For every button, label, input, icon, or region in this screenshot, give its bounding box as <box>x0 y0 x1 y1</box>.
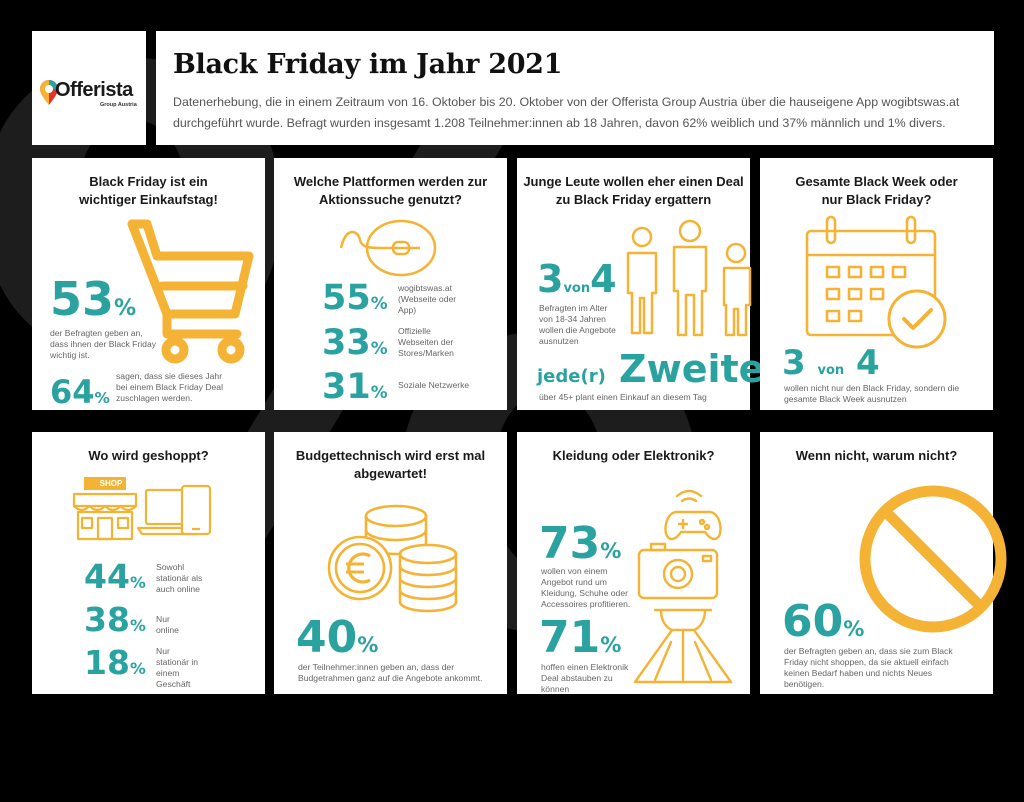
stat-44-text: Sowohl stationär als auch online <box>156 562 203 594</box>
stat-64-percent: 64% <box>50 373 110 411</box>
stat-31-text: Soziale Netzwerke <box>398 380 470 390</box>
card-budget: Budgettechnisch wird erst mal abgewartet… <box>274 432 507 694</box>
stat-71-percent: 71% <box>539 612 622 663</box>
stat-33-text: Offizielle Webseiten der Stores/Marken <box>398 326 454 358</box>
stat-18-percent: 18% <box>84 643 146 682</box>
stat-55-text: wogibtswas.at (Webseite oder App) <box>398 283 457 315</box>
mouse-icon <box>339 219 437 277</box>
card-kleidung-elektronik: Kleidung oder Elektronik? 73% wollen von… <box>517 432 750 694</box>
stat-18-text: Nur stationär in einem Geschäft <box>156 646 199 689</box>
card-junge-leute: Junge Leute wollen eher einen Deal zu Bl… <box>517 158 764 410</box>
calendar-check-icon <box>805 215 947 349</box>
ratio-3-von-4: 3von4 <box>537 257 617 301</box>
stat-53-percent: 53% <box>50 272 137 326</box>
people-icon <box>626 219 752 337</box>
stat-33-percent: 33% <box>322 323 388 363</box>
survey-description: Datenerhebung, die in einem Zeitraum von… <box>173 95 960 130</box>
card-title: Wo wird geshoppt? <box>88 448 209 463</box>
stat-38-percent: 38% <box>84 600 146 639</box>
junge-text-2: über 45+ plant einen Einkauf an diesem T… <box>539 392 707 402</box>
stat-73-percent: 73% <box>539 518 622 569</box>
card-title: Wenn nicht, warum nicht? <box>795 448 958 463</box>
shopping-cart-icon <box>127 219 254 364</box>
stat-64-text: sagen, dass sie dieses Jahr bei einem Bl… <box>116 371 223 403</box>
prohibited-icon <box>859 485 1007 633</box>
header-card: Black Friday im Jahr 2021 Datenerhebung,… <box>156 31 994 145</box>
stat-44-percent: 44% <box>84 557 146 596</box>
page-title: Black Friday im Jahr 2021 <box>173 49 563 80</box>
camera-gamepad-dress-icon <box>633 489 733 684</box>
logo-wordmark: Offerista <box>55 79 133 101</box>
card-title: Welche Plattformen werden zur Aktionssuc… <box>293 174 488 207</box>
shop-devices-icon <box>72 477 212 541</box>
card-title: Budgettechnisch wird erst mal abgewartet… <box>295 448 486 481</box>
budget-text: der Teilnehmer:innen geben an, dass der … <box>298 662 483 683</box>
junge-text-1: Befragten im Alter von 18-34 Jahren woll… <box>539 303 616 346</box>
card-title: Black Friday ist ein wichtiger Einkaufst… <box>79 174 218 207</box>
ratio-3-von-4: 3 von 4 <box>782 343 880 383</box>
shop-sign-label: SHOP <box>99 479 123 488</box>
card-title: Gesamte Black Week oder nur Black Friday… <box>795 174 958 207</box>
stat-31-percent: 31% <box>322 367 388 407</box>
euro-coins-icon <box>327 504 458 613</box>
logo-card: Offerista Group Austria <box>32 31 146 145</box>
stat-38-text: Nur online <box>156 614 179 635</box>
stat-71-text: hoffen einen Elektronik Deal abstauben z… <box>541 662 629 694</box>
card-wo-geshoppt: Wo wird geshoppt? SHOP 44% Sowohl statio… <box>32 432 265 694</box>
card-black-week: Gesamte Black Week oder nur Black Friday… <box>760 158 993 410</box>
offerista-logo-icon <box>40 80 58 105</box>
warum-nicht-text: der Befragten geben an, dass sie zum Bla… <box>784 646 953 689</box>
stat-55-percent: 55% <box>322 278 388 318</box>
jede-zweite: jede(r) Zweite <box>537 347 765 391</box>
card-title: Junge Leute wollen eher einen Deal zu Bl… <box>523 174 744 207</box>
card-title: Kleidung oder Elektronik? <box>552 448 715 463</box>
stat-40-percent: 40% <box>296 612 379 663</box>
card-einkaufstag: Black Friday ist ein wichtiger Einkaufst… <box>32 158 265 410</box>
logo-tagline: Group Austria <box>100 102 137 108</box>
stat-53-text: der Befragten geben an, dass ihnen der B… <box>50 328 157 360</box>
stat-73-text: wollen von einem Angebot rund um Kleidun… <box>541 566 631 609</box>
card-warum-nicht: Wenn nicht, warum nicht? 60% der Befragt… <box>760 432 1007 694</box>
card-plattformen: Welche Plattformen werden zur Aktionssuc… <box>274 158 507 410</box>
stat-60-percent: 60% <box>782 596 865 647</box>
blackweek-text: wollen nicht nur den Black Friday, sonde… <box>784 383 960 404</box>
